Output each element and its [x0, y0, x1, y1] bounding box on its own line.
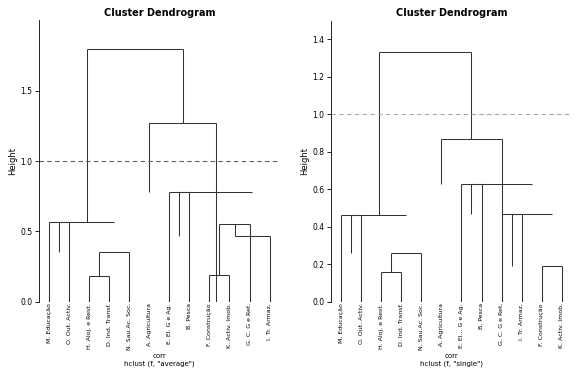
X-axis label: corr
hclust (f, "single"): corr hclust (f, "single") [420, 353, 483, 367]
Y-axis label: Height: Height [300, 147, 309, 175]
Title: Cluster Dendrogram: Cluster Dendrogram [396, 8, 508, 18]
Y-axis label: Height: Height [8, 147, 17, 175]
X-axis label: corr
hclust (f, "average"): corr hclust (f, "average") [124, 353, 195, 367]
Title: Cluster Dendrogram: Cluster Dendrogram [104, 8, 215, 18]
